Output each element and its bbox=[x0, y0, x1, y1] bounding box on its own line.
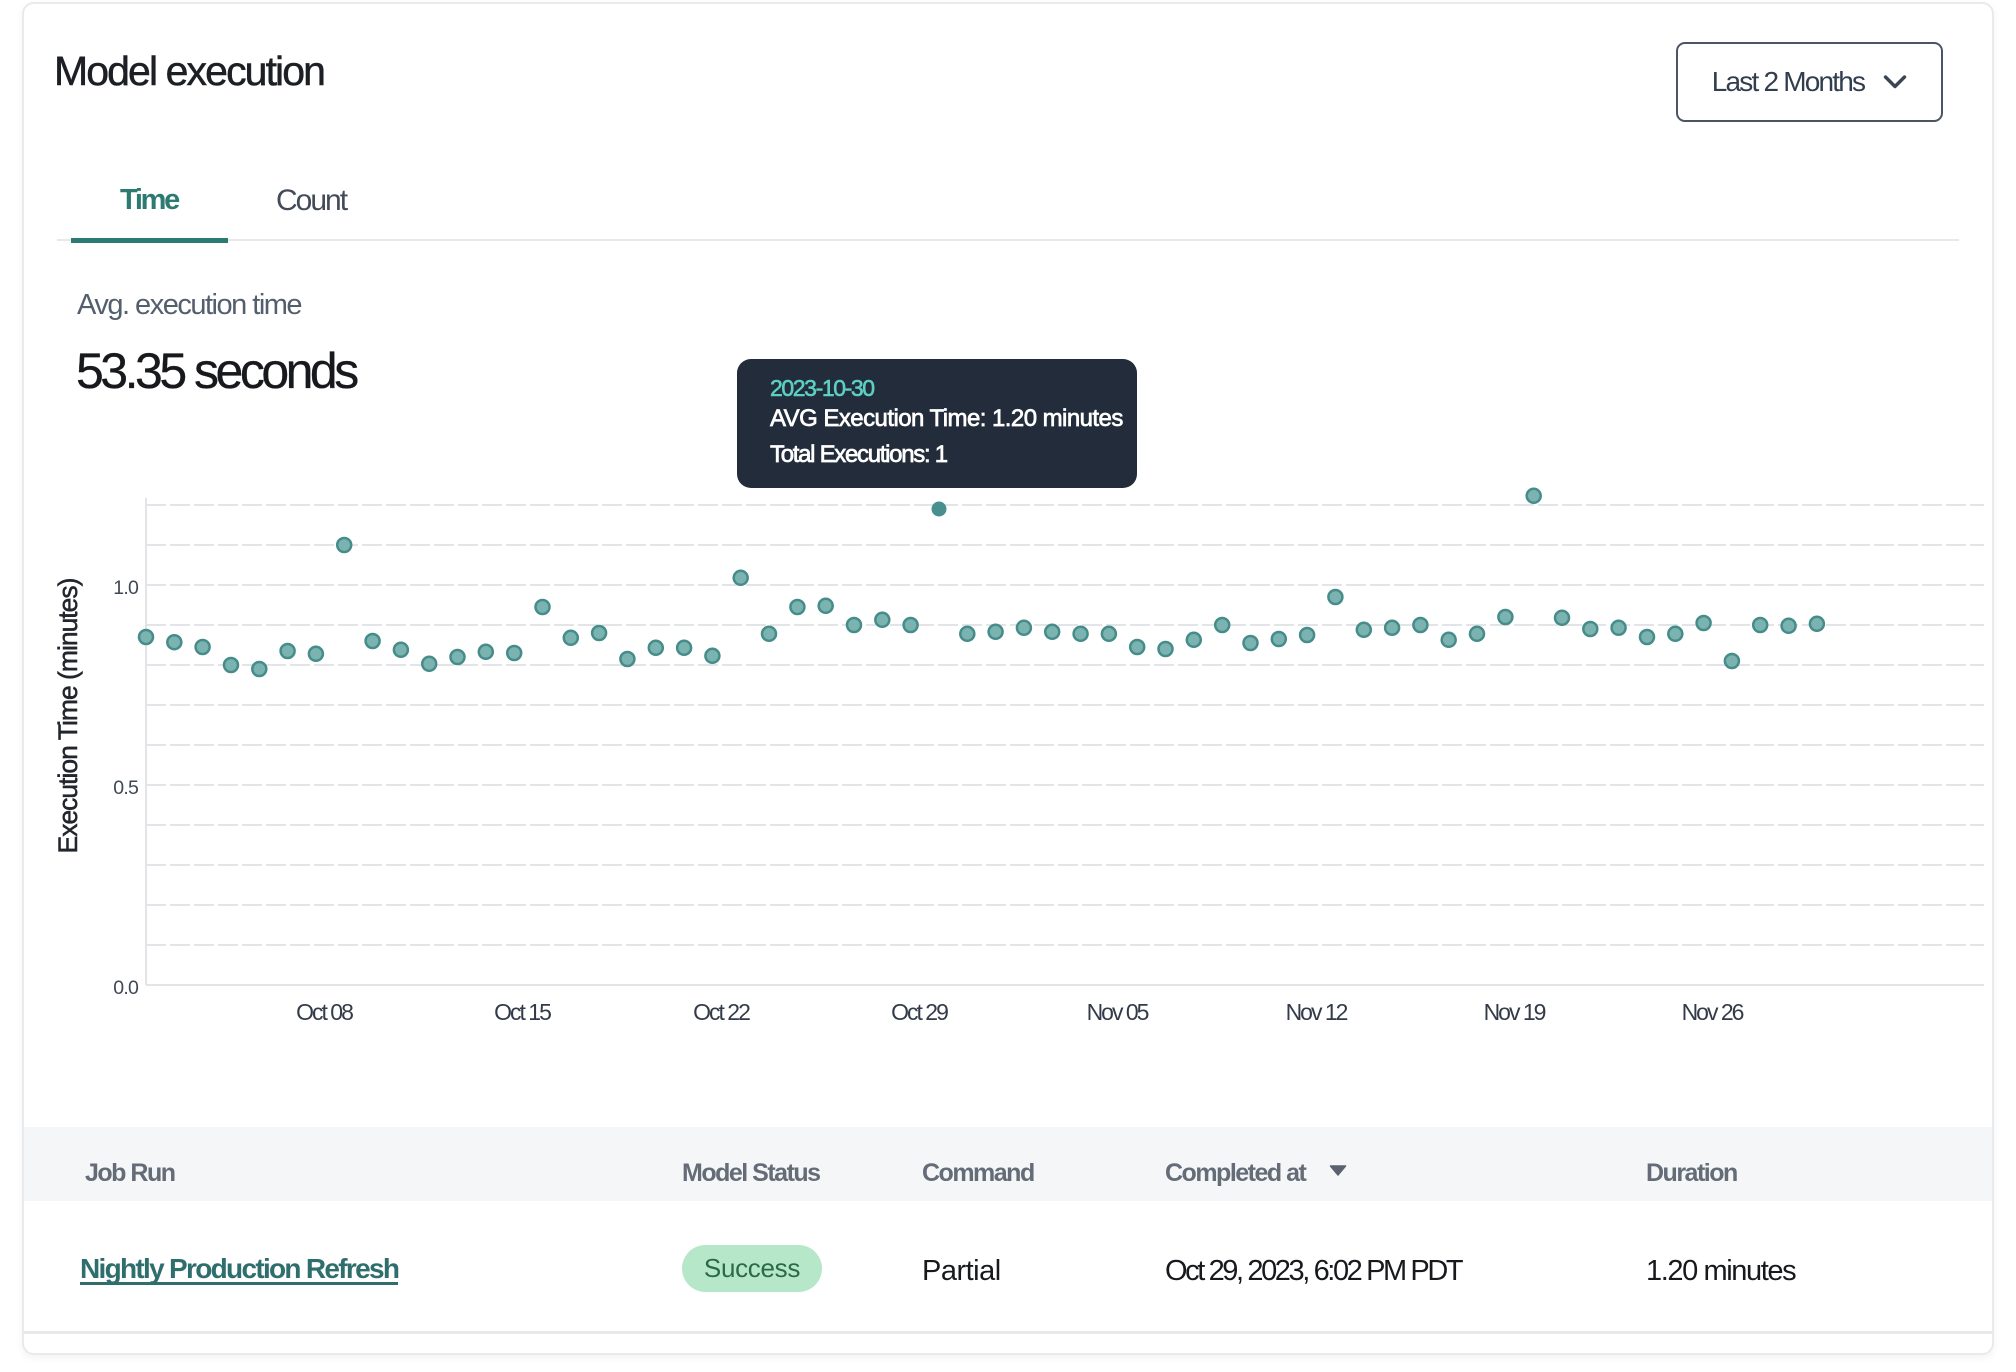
svg-text:Nov 12: Nov 12 bbox=[1286, 999, 1348, 1025]
svg-text:0.5: 0.5 bbox=[113, 777, 139, 799]
svg-text:Nov 19: Nov 19 bbox=[1484, 999, 1546, 1025]
svg-text:Nov 26: Nov 26 bbox=[1682, 999, 1744, 1025]
svg-text:0.0: 0.0 bbox=[113, 977, 139, 999]
svg-text:Oct 15: Oct 15 bbox=[494, 999, 551, 1025]
svg-text:Oct 22: Oct 22 bbox=[693, 999, 750, 1025]
svg-text:Oct 08: Oct 08 bbox=[296, 999, 353, 1025]
svg-text:Nov 05: Nov 05 bbox=[1087, 999, 1149, 1025]
svg-text:1.0: 1.0 bbox=[113, 577, 139, 599]
svg-text:Execution Time (minutes): Execution Time (minutes) bbox=[53, 578, 83, 853]
svg-text:Oct 29: Oct 29 bbox=[891, 999, 948, 1025]
